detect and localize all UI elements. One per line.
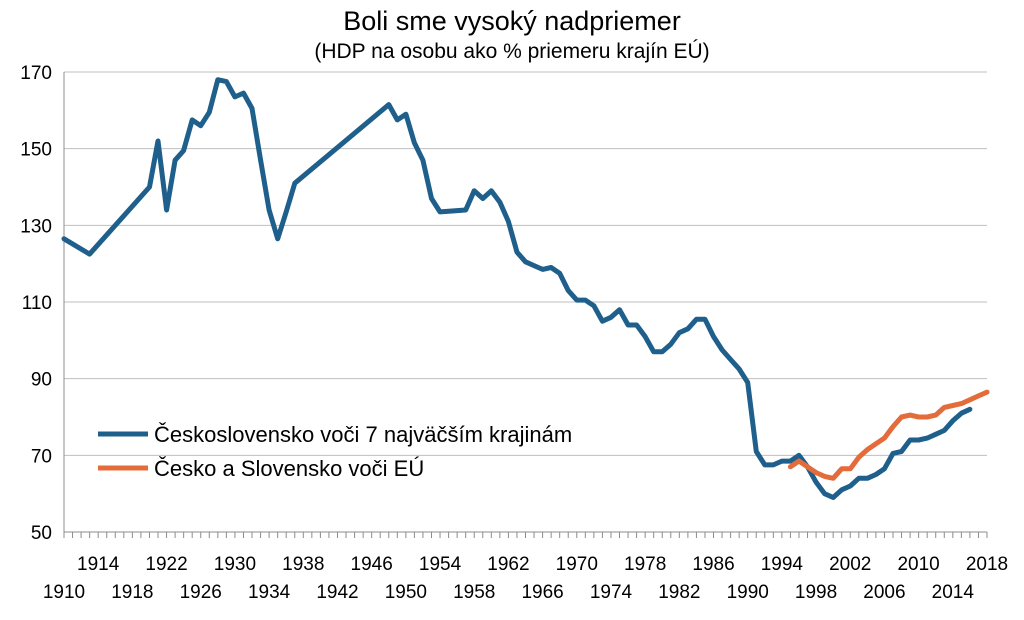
x-tick-label: 1914 <box>77 554 120 575</box>
series-line-1 <box>61 77 973 500</box>
legend-label-1: Československo voči 7 najväčším krajinám <box>154 422 572 447</box>
x-tick-label: 1922 <box>145 554 187 575</box>
y-tick-label: 110 <box>22 293 52 314</box>
y-tick-label: 130 <box>20 216 52 237</box>
y-tick-label: 170 <box>20 63 52 84</box>
x-tick-label: 2006 <box>863 582 905 603</box>
y-tick-label: 150 <box>20 140 52 161</box>
series-line-2 <box>787 389 990 481</box>
x-tick-label: 1910 <box>43 582 85 603</box>
x-tick-label: 1954 <box>419 554 462 575</box>
x-tick-label: 1918 <box>111 582 153 603</box>
x-tick-label: 1958 <box>453 582 495 603</box>
x-tick-label: 1978 <box>624 554 666 575</box>
y-tick-label: 50 <box>31 523 52 544</box>
chart-title: Boli sme vysoký nadpriemer <box>343 6 681 36</box>
x-tick-label: 1962 <box>487 554 529 575</box>
x-tick-label: 2014 <box>932 582 975 603</box>
x-tick-label: 1942 <box>316 582 358 603</box>
x-tick-label: 1998 <box>795 582 837 603</box>
x-tick-label: 1994 <box>761 554 804 575</box>
x-tick-label: 2002 <box>829 554 871 575</box>
x-tick-label: 1950 <box>385 582 427 603</box>
y-tick-label: 90 <box>31 370 52 391</box>
chart-subtitle: (HDP na osobu ako % priemeru krajín EÚ) <box>314 40 710 63</box>
x-tick-label: 1974 <box>590 582 633 603</box>
x-tick-label: 1930 <box>214 554 256 575</box>
x-tick-label: 2018 <box>966 554 1008 575</box>
x-tick-label: 1938 <box>282 554 324 575</box>
x-tick-label: 1966 <box>521 582 563 603</box>
x-tick-label: 1934 <box>248 582 291 603</box>
legend-label-2: Česko a Slovensko voči EÚ <box>154 456 424 481</box>
x-tick-label: 1946 <box>351 554 393 575</box>
x-tick-label: 1982 <box>658 582 700 603</box>
x-tick-label: 2010 <box>897 554 939 575</box>
x-tick-label: 1926 <box>180 582 222 603</box>
x-tick-label: 1990 <box>727 582 769 603</box>
x-tick-label: 1970 <box>556 554 598 575</box>
y-tick-label: 70 <box>31 446 52 467</box>
x-tick-label: 1986 <box>692 554 734 575</box>
